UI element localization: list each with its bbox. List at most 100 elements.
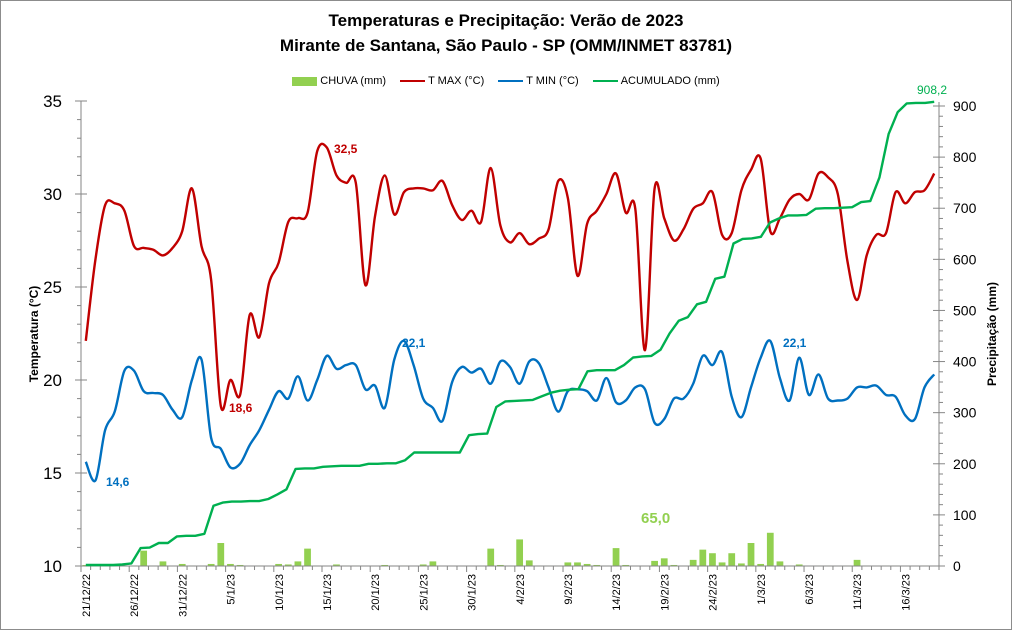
bar-chuva xyxy=(660,558,668,566)
label-tmin-min: 14,6 xyxy=(106,475,130,489)
right-tick-label: 0 xyxy=(953,558,961,574)
right-tick-label: 200 xyxy=(953,456,977,472)
legend-swatch-acumulado xyxy=(592,80,618,82)
left-axis-title: Temperatura (°C) xyxy=(27,286,41,383)
x-tick-label: 19/2/23 xyxy=(659,574,671,611)
x-tick-label: 26/12/22 xyxy=(129,574,141,617)
bar-chuva xyxy=(284,564,292,566)
right-tick-label: 600 xyxy=(953,251,977,267)
bar-chuva xyxy=(159,561,167,566)
bar-chuva xyxy=(593,564,601,566)
bar-chuva xyxy=(381,564,389,566)
x-tick-label: 15/1/23 xyxy=(322,574,334,611)
right-tick-label: 900 xyxy=(953,98,977,114)
data-labels: 32,5 18,6 14,6 22,1 22,1 65,0 908,2 xyxy=(106,83,947,527)
bar-chuva xyxy=(178,563,186,566)
left-tick-label: 10 xyxy=(43,557,62,576)
x-tick-label: 6/3/23 xyxy=(804,574,816,605)
x-tick-label: 25/1/23 xyxy=(418,574,430,611)
legend-label-tmin: T MIN (°C) xyxy=(526,75,579,87)
x-tick-label: 1/3/23 xyxy=(756,574,768,605)
x-tick-label: 14/2/23 xyxy=(611,574,623,611)
bar-chuva xyxy=(670,564,678,566)
legend-swatch-tmax xyxy=(400,80,426,82)
legend: CHUVA (mm) T MAX (°C) T MIN (°C) ACUMULA… xyxy=(0,75,1012,87)
x-tick-label: 4/2/23 xyxy=(515,574,527,605)
right-tick-label: 400 xyxy=(953,354,977,370)
bar-chuva xyxy=(757,563,765,566)
bar-chuva xyxy=(525,560,533,566)
bar-chuva xyxy=(583,563,591,566)
legend-label-acumulado: ACUMULADO (mm) xyxy=(620,75,720,87)
bar-chuva xyxy=(487,548,495,566)
right-tick-label: 800 xyxy=(953,149,977,165)
bar-chuva xyxy=(709,553,716,566)
bar-chuva xyxy=(429,561,437,566)
bar-chuva xyxy=(564,562,572,566)
lines xyxy=(84,100,936,567)
bar-chuva xyxy=(236,564,244,566)
right-tick-label: 300 xyxy=(953,405,977,421)
legend-label-chuva: CHUVA (mm) xyxy=(320,75,387,87)
line-tmax xyxy=(84,142,936,411)
bar-chuva xyxy=(419,564,427,566)
bar-chuva xyxy=(737,563,745,566)
bar-chuva xyxy=(496,564,504,566)
bar-chuva xyxy=(776,561,784,566)
bar-chuva xyxy=(516,539,524,566)
label-tmax-max: 32,5 xyxy=(334,142,358,156)
bar-chuva xyxy=(140,550,148,566)
x-tick-label: 10/1/23 xyxy=(274,574,286,611)
bar-chuva xyxy=(333,564,340,566)
bar-chuva xyxy=(227,563,234,566)
chart-subtitle: Mirante de Santana, São Paulo - SP (OMM/… xyxy=(279,36,733,55)
bar-chuva xyxy=(728,553,736,566)
legend-label-tmax: T MAX (°C) xyxy=(428,75,485,87)
left-tick-label: 25 xyxy=(43,278,62,297)
bar-chuva xyxy=(207,563,215,566)
label-chuva-max: 65,0 xyxy=(641,510,670,527)
legend-item-tmin: T MIN (°C) xyxy=(498,75,579,87)
bar-chuva xyxy=(689,559,697,566)
bar-chuva xyxy=(766,532,774,566)
x-tick-label: 21/12/22 xyxy=(81,574,93,617)
x-tick-label: 9/2/23 xyxy=(563,574,575,605)
left-tick-label: 35 xyxy=(43,92,62,111)
left-tick-label: 15 xyxy=(43,464,62,483)
bar-chuva xyxy=(651,560,658,566)
right-tick-label: 500 xyxy=(953,302,977,318)
bar-chuva xyxy=(718,562,726,566)
line-acumulado xyxy=(85,100,935,567)
x-tick-label: 11/3/23 xyxy=(852,574,864,610)
legend-swatch-chuva xyxy=(292,76,318,86)
legend-item-tmax: T MAX (°C) xyxy=(400,75,484,87)
x-tick-label: 5/1/23 xyxy=(226,574,238,605)
axes: 10 15 20 25 30 35 0 100 200 300 400 500 600 700 800 900… xyxy=(43,92,976,617)
label-tmax-min: 18,6 xyxy=(229,401,253,415)
bar-chuva xyxy=(275,563,283,566)
bar-chuva xyxy=(304,548,311,566)
bar-chuva xyxy=(699,549,707,566)
left-tick-label: 30 xyxy=(43,185,62,204)
bar-chuva xyxy=(622,564,630,566)
label-tmin-max-1: 22,1 xyxy=(402,336,426,350)
line-tmin xyxy=(84,339,936,483)
bar-chuva xyxy=(217,543,225,566)
legend-swatch-tmin xyxy=(498,80,524,82)
right-axis-title: Precipitação (mm) xyxy=(985,282,999,386)
bar-chuva xyxy=(795,564,803,566)
x-tick-label: 16/3/23 xyxy=(900,574,912,611)
label-acumulado-total: 908,2 xyxy=(917,83,947,97)
legend-item-chuva: CHUVA (mm) xyxy=(292,75,386,87)
right-tick-label: 100 xyxy=(953,507,977,523)
x-tick-label: 31/12/22 xyxy=(177,574,189,617)
legend-item-acumulado: ACUMULADO (mm) xyxy=(592,75,720,87)
x-tick-label: 20/1/23 xyxy=(370,574,382,611)
bars-chuva xyxy=(82,532,928,566)
x-tick-label: 30/1/23 xyxy=(467,574,479,611)
x-tick-label: 24/2/23 xyxy=(708,574,720,611)
bar-chuva xyxy=(294,561,302,566)
left-tick-label: 20 xyxy=(43,371,62,390)
